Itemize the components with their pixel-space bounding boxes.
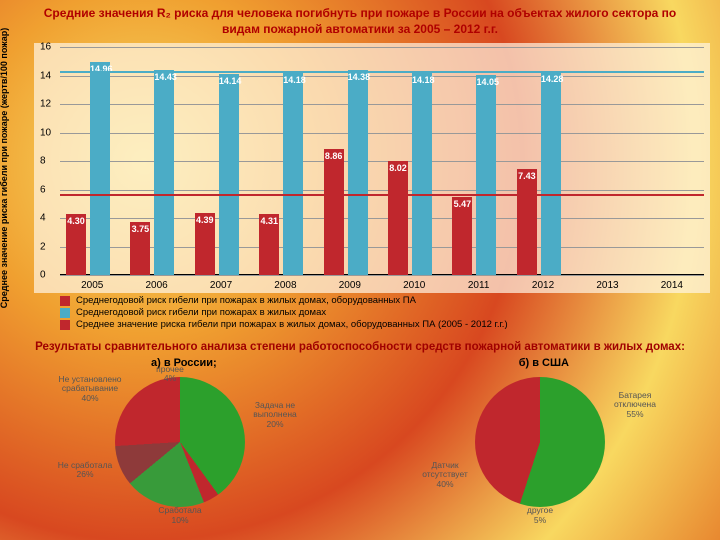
bar-legend: Среднегодовой риск гибели при пожарах в … — [60, 295, 710, 330]
page-title: Средние значения R₂ риска для человека п… — [0, 0, 720, 39]
subtitle: Результаты сравнительного анализа степен… — [20, 340, 700, 355]
y-axis-label: Среднее значение риска гибели при пожаре… — [0, 28, 9, 308]
bar-chart: Среднее значение риска гибели при пожаре… — [34, 43, 710, 293]
pie-chart-usa: Батарея отключена55%другое5%Датчик отсут… — [410, 371, 670, 521]
pie-chart-russia: Не установлено срабатывание40%прочее4%За… — [50, 371, 310, 521]
pie-b-label: б) в США — [519, 357, 569, 369]
